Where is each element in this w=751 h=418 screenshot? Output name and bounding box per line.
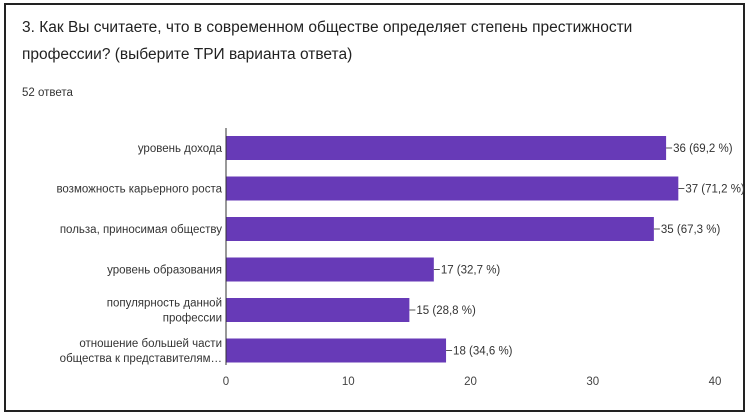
response-count: 52 ответа [22,87,73,99]
bar [226,298,410,322]
category-label: профессии [163,313,222,325]
category-label: уровень образования [107,265,222,277]
x-tick-label: 30 [586,376,599,388]
category-label: возможность карьерного роста [56,184,222,196]
bar [226,338,447,363]
x-tick-label: 20 [464,376,477,388]
value-label: 37 (71,2 %) [685,184,745,196]
bar [226,136,667,160]
value-label: 18 (34,6 %) [453,346,513,358]
category-label: польза, приносимая обществу [60,224,222,236]
value-label: 15 (28,8 %) [416,305,476,317]
bar [226,257,434,282]
category-label: популярность данной [107,298,222,310]
x-tick-label: 40 [709,376,722,388]
category-label: отношение большей части [79,338,222,350]
value-label: 35 (67,3 %) [661,224,721,236]
question-title: 3. Как Вы считаете, что в современном об… [22,19,633,63]
category-label: уровень дохода [138,143,223,155]
category-label: общества к представителям… [60,353,222,365]
x-tick-label: 10 [342,376,355,388]
value-label: 36 (69,2 %) [673,143,733,155]
value-label: 17 (32,7 %) [441,265,501,277]
bar [226,217,654,241]
x-tick-label: 0 [223,376,229,388]
bar [226,176,679,201]
